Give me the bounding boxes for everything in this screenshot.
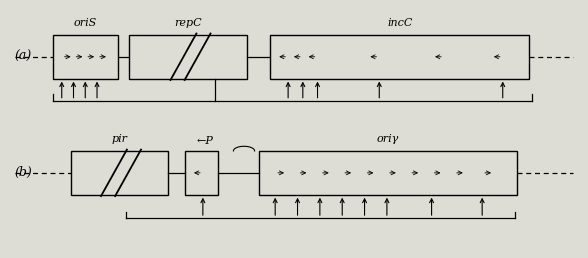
Text: repC: repC [175,18,202,28]
Text: oriγ: oriγ [377,134,399,144]
Bar [129,35,247,79]
Bar [71,151,168,195]
Bar [270,35,529,79]
Text: incC: incC [387,18,413,28]
Text: (a): (a) [15,50,32,63]
Bar [185,151,218,195]
Bar [259,151,517,195]
Text: pir: pir [111,134,127,144]
Text: (b): (b) [15,166,32,179]
Text: ←P: ←P [196,136,213,146]
Text: oriS: oriS [74,18,97,28]
Bar [53,35,118,79]
